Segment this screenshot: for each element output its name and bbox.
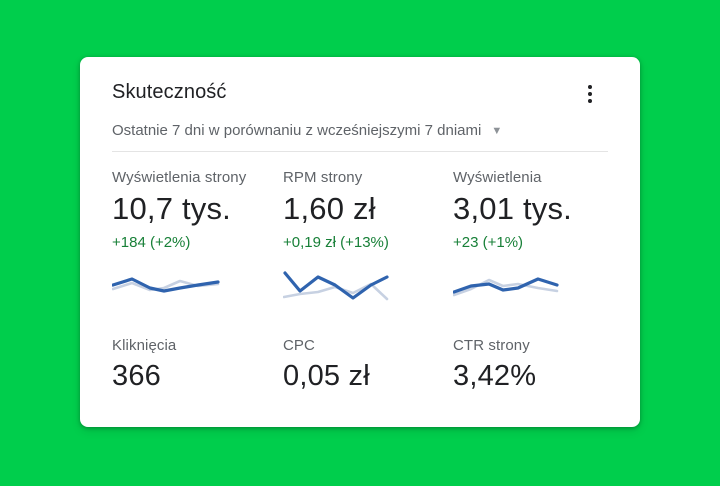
kebab-dot <box>588 85 592 89</box>
performance-card: Skuteczność Ostatnie 7 dni w porównaniu … <box>80 57 640 427</box>
primary-metrics-row: Wyświetlenia strony 10,7 tys. +184 (+2%)… <box>112 169 608 309</box>
metric-value: 366 <box>112 360 161 392</box>
secondary-metrics-row: Kliknięcia 366 CPC 0,05 zł CTR strony 3,… <box>112 337 608 393</box>
sparkline-chart <box>112 277 220 293</box>
metric-value: 1,60 zł <box>283 191 376 226</box>
metric-label: RPM strony <box>283 169 363 186</box>
metric-delta: +184 (+2%) <box>112 234 191 251</box>
metric-label: CTR strony <box>453 337 530 354</box>
metric-page-views: Wyświetlenia strony 10,7 tys. +184 (+2%) <box>112 169 283 309</box>
metric-cpc: CPC 0,05 zł <box>283 337 453 393</box>
sparkline-chart <box>283 271 389 301</box>
sparkline-chart <box>453 277 559 297</box>
metric-label: Wyświetlenia <box>453 169 542 186</box>
card-header: Skuteczność <box>112 81 608 107</box>
metric-value: 3,01 tys. <box>453 191 572 226</box>
metric-label: Kliknięcia <box>112 337 177 354</box>
metric-page-rpm: RPM strony 1,60 zł +0,19 zł (+13%) <box>283 169 453 309</box>
period-selector[interactable]: Ostatnie 7 dni w porównaniu z wcześniejs… <box>112 122 502 139</box>
metric-clicks: Kliknięcia 366 <box>112 337 283 393</box>
period-selector-label: Ostatnie 7 dni w porównaniu z wcześniejs… <box>112 122 482 139</box>
chevron-down-icon: ▼ <box>491 125 503 137</box>
metric-value: 3,42% <box>453 360 537 392</box>
divider <box>112 151 608 152</box>
metric-label: CPC <box>283 337 315 354</box>
metric-page-ctr: CTR strony 3,42% <box>453 337 608 393</box>
kebab-dot <box>588 99 592 103</box>
metric-value: 10,7 tys. <box>112 191 231 226</box>
metric-delta: +0,19 zł (+13%) <box>283 234 389 251</box>
metric-value: 0,05 zł <box>283 360 370 392</box>
kebab-dot <box>588 92 592 96</box>
card-title: Skuteczność <box>112 81 227 103</box>
metric-impressions: Wyświetlenia 3,01 tys. +23 (+1%) <box>453 169 608 309</box>
kebab-menu-icon[interactable] <box>582 81 598 107</box>
metric-delta: +23 (+1%) <box>453 234 524 251</box>
metric-label: Wyświetlenia strony <box>112 169 247 186</box>
